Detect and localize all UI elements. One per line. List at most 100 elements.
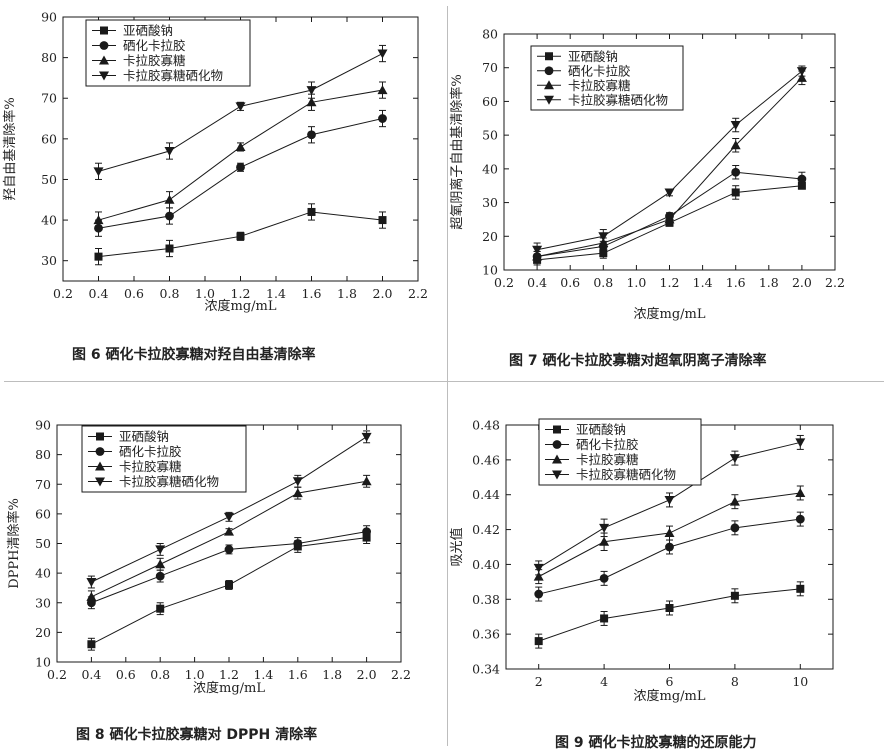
- data-point: [224, 512, 234, 522]
- figure-9-chart: 2 4 6 8 10 0.34 0.36 0.38 0.40 0.42 0.44 0.46 0.48 浓度…: [449, 418, 834, 704]
- x-tick-label: 2.2: [825, 275, 845, 290]
- legend-label: 卡拉胶寡糖硒化物: [123, 68, 223, 83]
- x-tick-label: 1.0: [195, 286, 215, 301]
- x-tick-label: 1.6: [302, 286, 322, 301]
- data-point: [94, 252, 103, 261]
- data-point: [796, 72, 807, 82]
- y-axis-label: DPPH清除率%: [6, 498, 22, 589]
- data-point: [361, 432, 372, 442]
- data-point: [307, 207, 316, 216]
- y-tick-label: 90: [41, 10, 57, 25]
- legend-marker: [544, 95, 554, 105]
- y-tick-label: 0.38: [472, 592, 500, 607]
- y-tick-label: 60: [482, 94, 498, 109]
- series-triangle-up: [86, 474, 372, 604]
- figure-7-caption: 图 7 硒化卡拉胶寡糖对超氧阴离子清除率: [509, 353, 767, 369]
- data-point: [730, 121, 741, 131]
- data-point: [236, 232, 245, 241]
- data-point: [664, 214, 675, 224]
- y-axis-label: 羟自由基清除率%: [2, 97, 18, 200]
- data-point: [600, 614, 609, 623]
- y-tick-label: 70: [41, 91, 57, 106]
- y-tick-label: 40: [482, 161, 498, 176]
- data-point: [664, 188, 675, 198]
- data-point: [729, 454, 740, 464]
- data-point: [164, 147, 175, 157]
- series-line: [98, 118, 383, 229]
- x-axis-label: 浓度mg/mL: [634, 306, 706, 322]
- series-line: [91, 531, 367, 604]
- series-circle: [87, 525, 371, 610]
- y-tick-label: 40: [35, 566, 51, 581]
- legend-marker: [99, 71, 109, 81]
- y-tick-label: 0.48: [472, 418, 500, 433]
- x-tick-label: 0.2: [53, 286, 73, 301]
- x-tick-label: 1.2: [660, 275, 680, 290]
- series-triangle-down: [533, 434, 806, 576]
- series-circle: [532, 164, 807, 263]
- y-axis-label: 超氧阴离子自由基清除率%: [449, 74, 465, 229]
- data-point: [306, 97, 317, 107]
- y-tick-label: 70: [482, 60, 498, 75]
- series-triangle-down: [86, 430, 372, 589]
- x-tick-label: 1.2: [219, 667, 239, 682]
- x-tick-label: 0.8: [593, 275, 613, 290]
- figure-8-chart: 0.2 0.4 0.6 0.8 1.0 1.2 1.4 1.6 1.8 2.0 2.2 10 20 30 4…: [6, 418, 411, 697]
- data-point: [362, 527, 371, 537]
- data-point: [664, 528, 675, 538]
- y-tick-label: 0.42: [472, 522, 500, 537]
- data-point: [155, 559, 166, 569]
- legend-label: 亚硒酸钠: [568, 49, 618, 64]
- legend-marker: [99, 55, 109, 65]
- data-point: [155, 571, 165, 581]
- legend-label: 硒化卡拉胶: [576, 437, 639, 452]
- data-point: [377, 85, 388, 95]
- data-point: [292, 488, 303, 498]
- data-point: [235, 141, 246, 151]
- data-point: [378, 216, 387, 225]
- x-tick-label: 0.4: [81, 667, 101, 682]
- legend-marker: [552, 440, 562, 449]
- y-tick-label: 10: [35, 655, 51, 670]
- figure-7-chart: 0.2 0.4 0.6 0.8 1.0 1.2 1.4 1.6 1.8 2.0 2.2 10 20 30 4…: [449, 27, 845, 323]
- legend-marker: [544, 66, 554, 76]
- data-point: [292, 477, 303, 487]
- data-point: [730, 523, 740, 533]
- x-tick-label: 1.6: [726, 275, 746, 290]
- y-tick-label: 90: [35, 418, 51, 433]
- legend-marker: [95, 461, 105, 471]
- series-triangle-down: [532, 65, 807, 258]
- series-square: [94, 203, 387, 266]
- data-point: [224, 545, 234, 554]
- data-point: [165, 244, 174, 253]
- y-tick-label: 50: [482, 128, 498, 143]
- legend-label: 卡拉胶寡糖: [568, 78, 631, 93]
- y-tick-label: 0.34: [472, 662, 500, 677]
- x-tick-label: 2: [535, 674, 543, 689]
- legend-label: 卡拉胶寡糖: [576, 452, 639, 467]
- y-tick-label: 30: [35, 595, 51, 610]
- y-tick-label: 60: [35, 506, 51, 521]
- data-point: [599, 536, 610, 546]
- data-point: [378, 114, 387, 123]
- legend-marker: [552, 454, 562, 464]
- y-tick-label: 0.40: [472, 557, 500, 572]
- legend-marker: [552, 470, 562, 480]
- x-tick-label: 6: [666, 674, 674, 689]
- figure-6-caption: 图 6 硒化卡拉胶寡糖对羟自由基清除率: [72, 347, 316, 363]
- data-point: [797, 174, 807, 184]
- figure-9-caption: 图 9 硒化卡拉胶寡糖的还原能力: [555, 735, 757, 751]
- legend-label: 硒化卡拉胶: [119, 444, 182, 459]
- legend-label: 卡拉胶寡糖硒化物: [119, 474, 219, 489]
- x-tick-label: 0.2: [47, 667, 67, 682]
- data-point: [156, 604, 165, 613]
- x-tick-label: 1.8: [759, 275, 779, 290]
- legend-marker: [544, 80, 554, 90]
- x-tick-label: 1.4: [253, 667, 273, 682]
- data-point: [599, 523, 610, 533]
- x-tick-label: 1.4: [266, 286, 286, 301]
- x-tick-label: 2.0: [792, 275, 812, 290]
- data-point: [533, 563, 544, 573]
